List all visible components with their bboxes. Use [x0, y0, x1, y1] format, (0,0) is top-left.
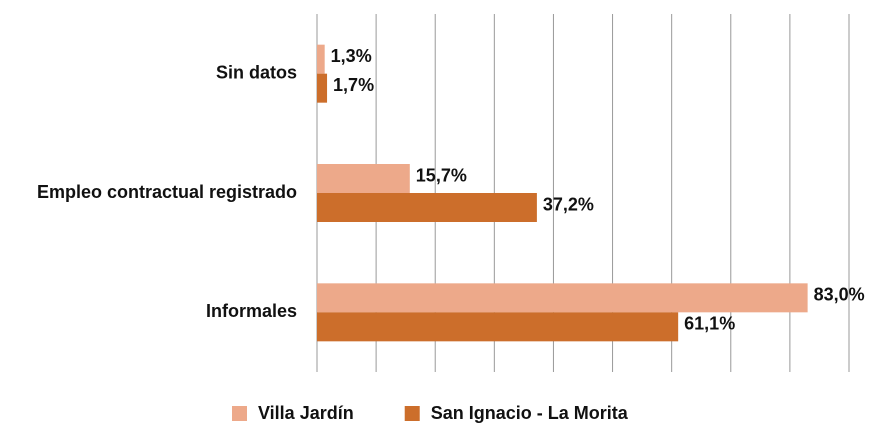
data-label: 61,1%	[684, 314, 735, 334]
data-label: 1,3%	[331, 46, 372, 66]
data-label: 83,0%	[814, 285, 865, 305]
bar	[317, 44, 325, 74]
legend-label: San Ignacio - La Morita	[431, 403, 629, 423]
data-label: 15,7%	[416, 165, 467, 185]
category-label: Informales	[206, 301, 297, 321]
legend-swatch	[232, 406, 247, 421]
data-label: 37,2%	[543, 194, 594, 214]
legend-swatch	[404, 406, 420, 421]
category-label: Empleo contractual registrado	[37, 182, 297, 202]
legend-label: Villa Jardín	[258, 403, 354, 423]
bar	[317, 283, 808, 313]
bar	[317, 73, 328, 103]
bar	[317, 193, 537, 222]
bar	[317, 164, 410, 193]
bar	[317, 312, 679, 342]
data-label: 1,7%	[333, 75, 374, 95]
category-label: Sin datos	[216, 62, 297, 82]
